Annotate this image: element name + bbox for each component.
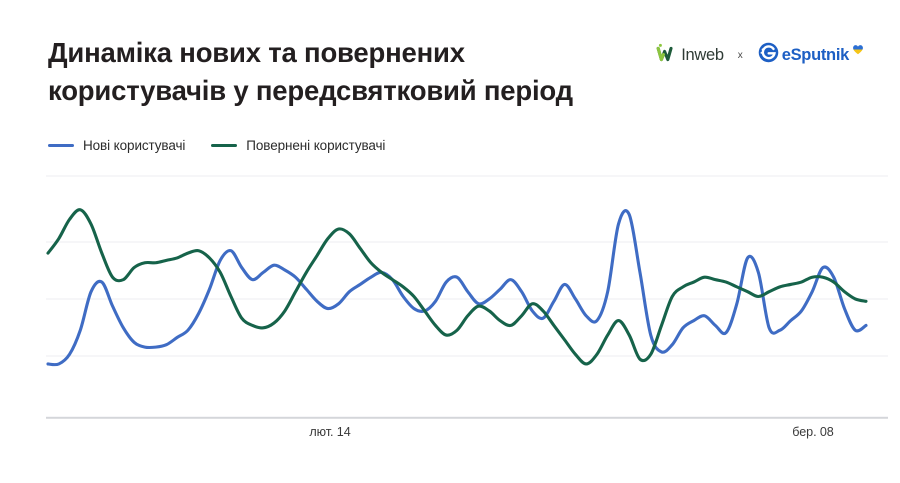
series-line-повернені [46, 208, 868, 366]
chart-legend: Нові користувачі Повернені користувачі [48, 138, 385, 153]
esputnik-wordmark: eSputnik [781, 45, 850, 64]
chart-canvas [46, 175, 888, 419]
page-title: Динаміка нових та повернених користувачі… [48, 37, 573, 106]
ukraine-flag-heart-icon [852, 42, 864, 60]
legend-item-new-users[interactable]: Нові користувачі [48, 138, 185, 153]
brand-lockup: Inweb x eSputnik [655, 42, 864, 68]
esputnik-e-mark [757, 41, 780, 69]
x-tick-label-0: лют. 14 [309, 425, 351, 439]
x-axis-labels: лют. 14 бер. 08 [0, 425, 900, 449]
legend-item-returning-users[interactable]: Повернені користувачі [211, 138, 385, 153]
x-tick-label-1: бер. 08 [792, 425, 834, 439]
chart-series [46, 208, 868, 367]
inweb-w-mark [655, 41, 679, 70]
legend-label-new-users: Нові користувачі [83, 138, 186, 153]
esputnik-logo: eSputnik [757, 42, 864, 68]
legend-swatch-returning-users [211, 143, 238, 148]
line-chart [0, 168, 900, 428]
inweb-wordmark: Inweb [681, 45, 724, 64]
legend-label-returning-users: Повернені користувачі [246, 138, 386, 153]
legend-swatch-new-users [48, 143, 74, 148]
series-line-нові [46, 209, 868, 367]
chart-gridlines [46, 175, 888, 418]
header: Динаміка нових та повернених користувачі… [0, 0, 900, 120]
inweb-logo: Inweb [655, 42, 724, 68]
brand-separator: x [737, 49, 743, 61]
